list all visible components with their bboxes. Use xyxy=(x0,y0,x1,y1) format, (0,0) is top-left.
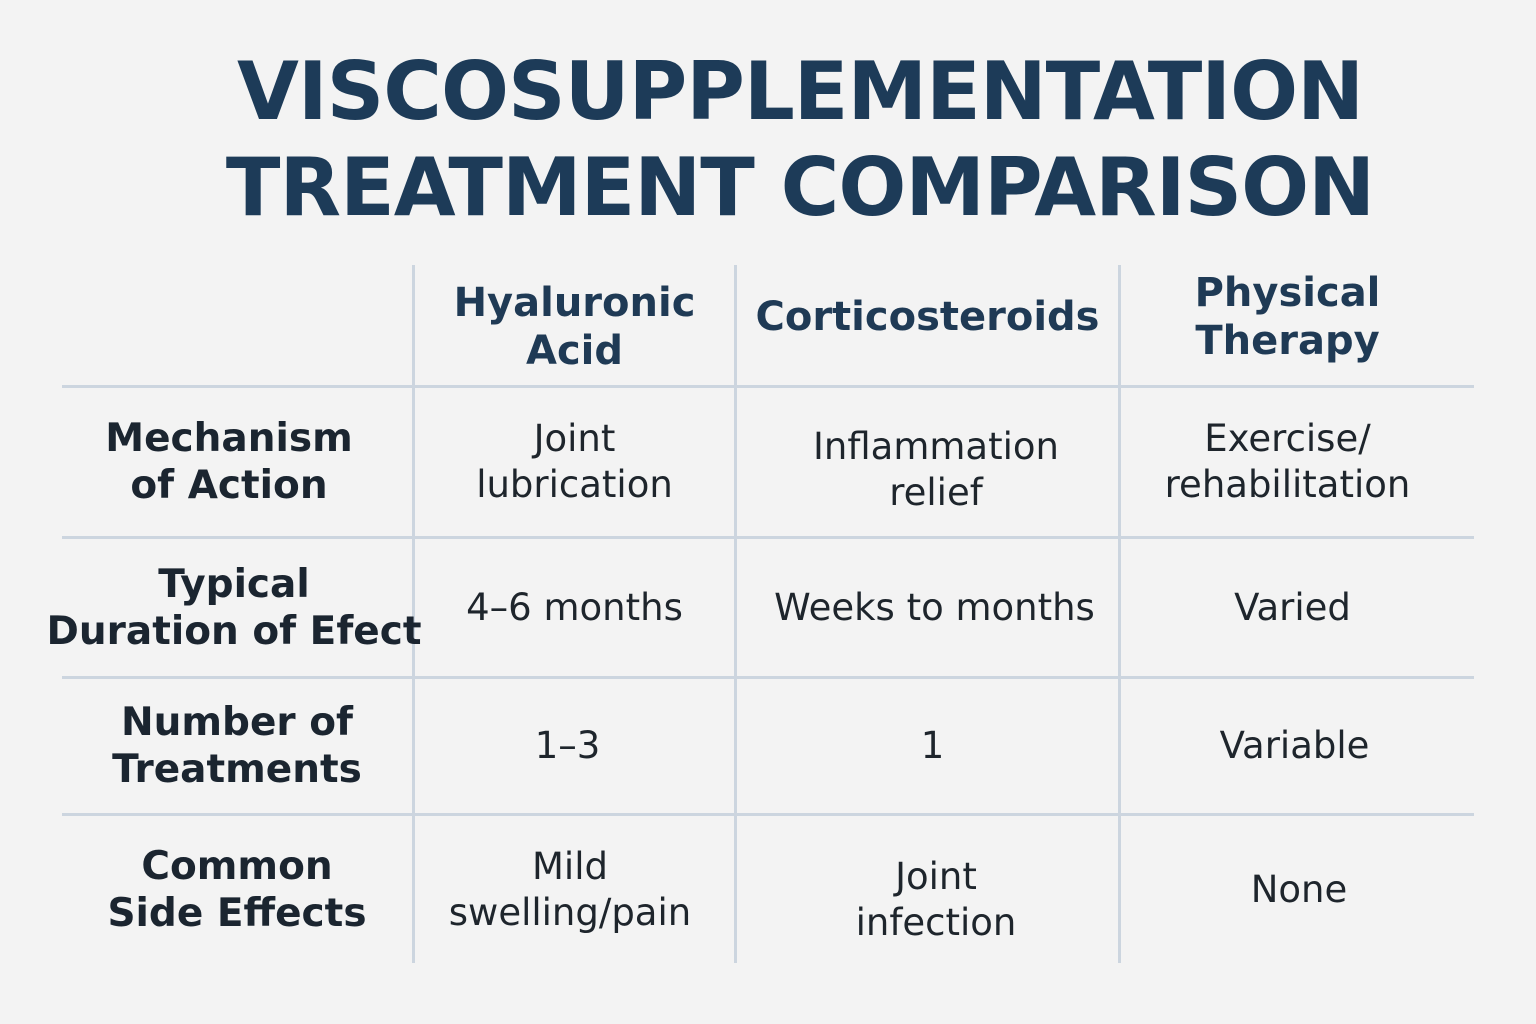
table-cell: Exercise/ rehabilitation xyxy=(1121,388,1454,536)
table-divider xyxy=(412,265,415,963)
cell-text: Variable xyxy=(1219,724,1370,767)
cell-text: 1 xyxy=(920,724,945,767)
cell-text: Varied xyxy=(1234,585,1351,629)
table-divider xyxy=(62,676,1474,679)
row-label-text: Number of Treatments xyxy=(112,700,362,792)
table-cell: 1–3 xyxy=(415,679,720,813)
table-divider xyxy=(734,265,737,963)
table-cell: None xyxy=(1121,816,1477,963)
column-header-physical-therapy: Physical Therapy xyxy=(1121,268,1454,365)
table-cell: Joint lubrication xyxy=(415,388,734,536)
cell-text: Weeks to months xyxy=(774,585,1095,629)
table-cell: Inflammation relief xyxy=(737,396,1135,544)
cell-text: Inflammation relief xyxy=(813,425,1059,514)
table-cell: 4–6 months xyxy=(415,539,734,676)
column-header-hyaluronic-acid: Hyaluronic Acid xyxy=(415,268,734,385)
cell-text: Mild swelling/pain xyxy=(448,844,692,934)
cell-text: None xyxy=(1250,867,1348,911)
cell-text: Joint infection xyxy=(855,854,1017,944)
table-divider xyxy=(62,813,1474,816)
table-cell: Weeks to months xyxy=(737,539,1132,676)
column-header-label: Physical Therapy xyxy=(1194,269,1381,364)
table-divider xyxy=(1118,265,1121,963)
row-label-text: Common Side Effects xyxy=(107,843,367,936)
table-divider xyxy=(62,536,1474,539)
table-divider xyxy=(62,385,1474,388)
column-header-label: Corticosteroids xyxy=(755,293,1100,340)
cell-text: Exercise/ rehabilitation xyxy=(1164,417,1411,506)
table-cell: Joint infection xyxy=(737,826,1135,973)
table-cell: Variable xyxy=(1121,679,1468,813)
row-label-side-effects: Common Side Effects xyxy=(62,816,412,963)
title-line-2: TREATMENT COMPARISON xyxy=(225,141,1375,234)
table-cell: Varied xyxy=(1121,539,1464,676)
page-title: VISCOSUPPLEMENTATION TREATMENT COMPARISO… xyxy=(0,44,1536,236)
row-label-text: Mechanism of Action xyxy=(105,416,353,508)
table-cell: Mild swelling/pain xyxy=(415,816,725,963)
cell-text: Joint lubrication xyxy=(476,417,673,506)
row-label-text: Typical Duration of Efect xyxy=(46,561,422,654)
table-cell: 1 xyxy=(737,679,1128,813)
cell-text: 1–3 xyxy=(534,724,601,767)
column-header-corticosteroids: Corticosteroids xyxy=(737,268,1118,365)
row-label-duration: Typical Duration of Efect xyxy=(40,539,428,676)
column-header-label: Hyaluronic Acid xyxy=(453,279,696,374)
row-label-number: Number of Treatments xyxy=(62,679,412,813)
title-line-1: VISCOSUPPLEMENTATION xyxy=(236,45,1364,138)
cell-text: 4–6 months xyxy=(466,585,683,629)
row-label-mechanism: Mechanism of Action xyxy=(48,388,410,536)
